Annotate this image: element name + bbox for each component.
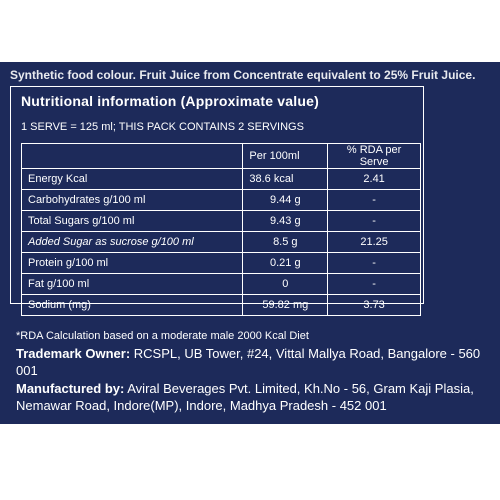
nutrient-per-100ml: 59.82 mg	[242, 294, 329, 316]
nutrition-table: Per 100ml % RDA per Serve Energy Kcal 38…	[20, 143, 421, 316]
nutrient-rda: -	[327, 273, 421, 295]
nutrient-rda: 3.73	[327, 294, 421, 316]
nutrient-rda: 2.41	[327, 168, 421, 190]
nutrition-label-panel: Synthetic food colour. Fruit Juice from …	[0, 62, 500, 424]
nutrition-info-box: Nutritional information (Approximate val…	[10, 86, 424, 316]
trademark-address: RCSPL, UB Tower, #24, Vittal Mallya Road…	[16, 346, 481, 378]
nutrient-rda: -	[327, 252, 421, 274]
table-row: Added Sugar as sucrose g/100 ml 8.5 g 21…	[20, 231, 421, 253]
nutrient-name: Sodium (mg)	[20, 294, 244, 316]
manufacturer-address: Aviral Beverages Pvt. Limited, Kh.No - 5…	[16, 381, 474, 413]
nutrition-title: Nutritional information (Approximate val…	[21, 93, 319, 109]
nutrient-per-100ml: 0.21 g	[242, 252, 329, 274]
nutrient-name: Carbohydrates g/100 ml	[20, 189, 244, 211]
table-row: Sodium (mg) 59.82 mg 3.73	[20, 294, 421, 316]
table-row: Energy Kcal 38.6 kcal 2.41	[20, 168, 421, 190]
manufacturer-label: Manufactured by:	[16, 381, 125, 396]
serving-info: 1 SERVE = 125 ml; THIS PACK CONTAINS 2 S…	[21, 121, 304, 133]
ingredients-cutoff-text: Synthetic food colour. Fruit Juice from …	[10, 68, 476, 82]
nutrient-name: Protein g/100 ml	[20, 252, 244, 274]
nutrient-name: Total Sugars g/100 ml	[20, 210, 244, 232]
nutrient-name: Fat g/100 ml	[20, 273, 244, 295]
nutrient-per-100ml: 8.5 g	[242, 231, 329, 253]
nutrient-rda: -	[327, 189, 421, 211]
table-row: Protein g/100 ml 0.21 g -	[20, 252, 421, 274]
header-nutrient	[20, 143, 244, 169]
nutrient-per-100ml: 38.6 kcal	[242, 168, 329, 190]
trademark-label: Trademark Owner:	[16, 346, 131, 361]
table-row: Fat g/100 ml 0 -	[20, 273, 421, 295]
table-header-row: Per 100ml % RDA per Serve	[20, 143, 421, 169]
header-rda: % RDA per Serve	[327, 143, 421, 169]
nutrient-name: Added Sugar as sucrose g/100 ml	[20, 231, 244, 253]
nutrient-per-100ml: 9.43 g	[242, 210, 329, 232]
nutrient-per-100ml: 0	[242, 273, 329, 295]
nutrient-rda: 21.25	[327, 231, 421, 253]
header-per-100ml: Per 100ml	[242, 143, 329, 169]
trademark-owner: Trademark Owner: RCSPL, UB Tower, #24, V…	[16, 345, 491, 379]
manufacturer-info: Manufactured by: Aviral Beverages Pvt. L…	[16, 380, 491, 414]
rda-footnote: *RDA Calculation based on a moderate mal…	[16, 330, 309, 342]
nutrient-per-100ml: 9.44 g	[242, 189, 329, 211]
table-row: Carbohydrates g/100 ml 9.44 g -	[20, 189, 421, 211]
nutrient-name: Energy Kcal	[20, 168, 244, 190]
nutrient-rda: -	[327, 210, 421, 232]
table-row: Total Sugars g/100 ml 9.43 g -	[20, 210, 421, 232]
